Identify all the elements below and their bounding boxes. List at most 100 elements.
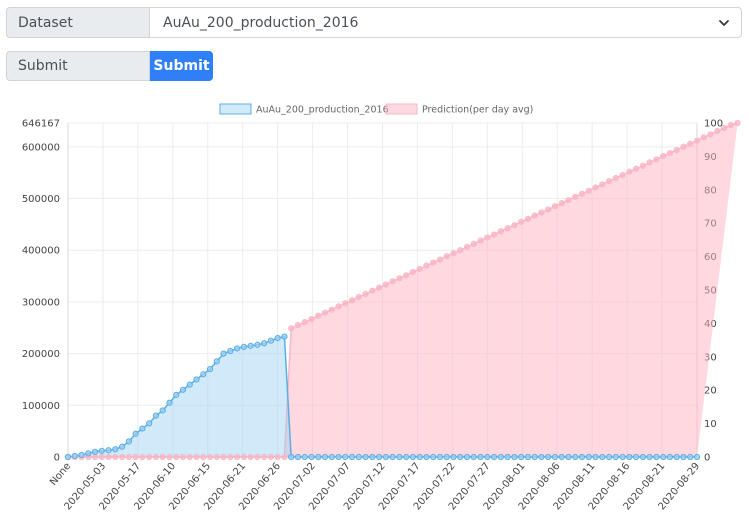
prediction-point [423,262,430,269]
dataset-point [389,453,396,461]
dataset-point [220,350,227,357]
dataset-area [68,336,697,457]
prediction-point [592,184,599,191]
y-left-tick-label: 100000 [22,401,60,412]
prediction-point [91,453,99,461]
dataset-point [78,451,85,459]
prediction-point [315,312,322,319]
dataset-point [294,453,302,461]
prediction-point [727,121,734,129]
dataset-point [233,345,241,352]
prediction-point [490,231,498,238]
dataset-point [572,453,579,461]
prediction-point [660,152,667,160]
prediction-point [666,149,674,157]
dataset-point [450,453,457,461]
dataset-point [504,453,511,461]
dataset-point [348,453,356,461]
y-left-tick-label: 200000 [22,349,60,360]
prediction-point [98,453,105,461]
prediction-point [531,212,538,219]
dataset-point [612,453,619,461]
dataset-point [200,371,207,378]
dataset-point [213,358,220,365]
dataset-point [484,453,491,461]
submit-button[interactable]: Submit [150,51,213,81]
y-left-tick-label: 400000 [22,246,60,257]
prediction-point [288,325,295,332]
prediction-point [551,203,559,210]
dataset-point [403,453,410,461]
prediction-point [146,453,153,461]
x-tick-label: None [48,461,73,488]
prediction-point [308,315,315,323]
prediction-point [626,168,633,175]
prediction-point [166,453,173,461]
prediction-point [132,453,139,461]
dataset-point [71,452,78,460]
dataset-point [599,453,606,461]
prediction-point [119,453,126,461]
prediction-point [470,240,477,248]
prediction-point [301,318,308,326]
dataset-point [626,453,633,461]
prediction-point [720,124,728,132]
dataset-point [693,453,701,461]
dataset-line [67,335,697,458]
dataset-select-value: AuAu_200_production_2016 [163,14,359,31]
prediction-chart: 0 100000 200000 300000 400000 500000 600000 646… [22,103,741,512]
dataset-point [91,448,99,455]
prediction-point [159,453,166,461]
dataset-point [687,453,694,461]
dataset-point [531,453,538,461]
prediction-point [673,146,680,154]
prediction-point [342,300,349,307]
dataset-point [430,453,437,461]
prediction-point [477,237,484,244]
prediction-point [328,306,335,313]
prediction-point [633,165,640,172]
submit-row: Submit Submit [6,51,213,81]
dataset-point [477,453,484,461]
prediction-point [639,162,646,169]
legend-swatch-dataset [219,103,252,115]
dataset-point [666,453,674,461]
dataset-point [132,430,139,437]
prediction-point [200,453,207,461]
prediction-point [335,303,342,310]
dataset-point [321,453,329,461]
dataset-point [605,453,613,461]
prediction-point [545,206,552,213]
dataset-select[interactable]: AuAu_200_production_2016 [150,7,742,38]
prediction-point [403,272,410,279]
prediction-point [653,156,660,163]
prediction-point [538,209,545,216]
legend-label-prediction: Prediction(per day avg) [422,105,533,116]
y-right-tick-label: 0 [704,453,710,464]
prediction-point [457,247,464,254]
dataset-point [193,376,200,383]
dataset-point [578,453,586,461]
dataset-point [173,391,180,399]
prediction-point [687,140,694,147]
prediction-point [355,293,362,301]
y-left-tick-label: 300000 [22,297,60,308]
prediction-point [463,243,471,251]
dataset-point [281,333,288,340]
dataset-point [112,446,119,453]
prediction-point [105,453,112,461]
dataset-point [308,453,315,461]
dataset-point [443,453,450,461]
dataset-point [680,453,687,461]
dataset-point [376,453,383,461]
dataset-point [206,366,214,373]
prediction-point [254,453,261,461]
dataset-point [538,453,545,461]
prediction-point [504,225,511,232]
dataset-point [619,453,626,461]
legend-label-dataset: AuAu_200_production_2016 [256,105,389,116]
prediction-point [680,143,687,150]
prediction-point [572,193,579,200]
prediction-point [193,453,200,461]
dataset-point [288,453,295,461]
